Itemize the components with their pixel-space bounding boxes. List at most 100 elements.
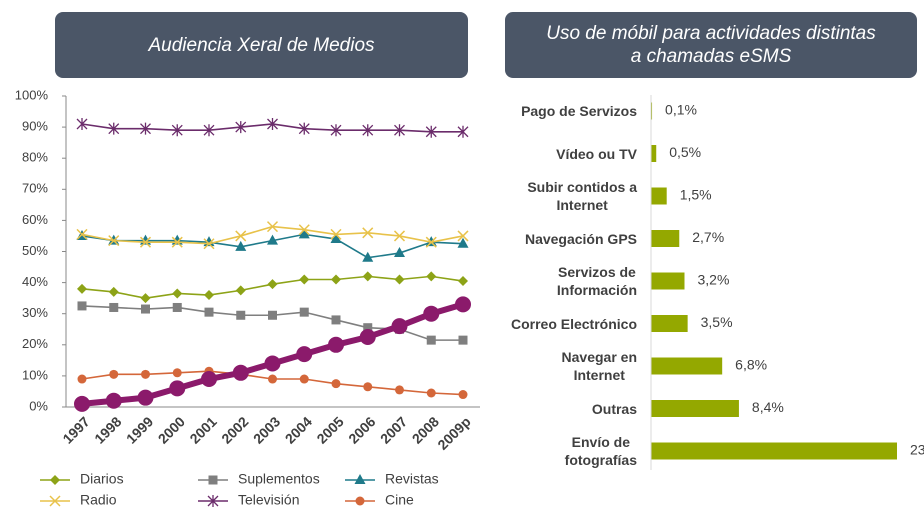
marker <box>299 307 309 317</box>
marker <box>171 124 183 137</box>
value-label: 0,1% <box>665 102 697 118</box>
marker <box>354 474 366 484</box>
marker <box>77 374 87 384</box>
marker <box>105 392 122 409</box>
bar <box>651 187 667 205</box>
marker <box>393 230 406 242</box>
y-tick-label: 90% <box>22 119 48 134</box>
marker <box>108 122 120 135</box>
y-tick-label: 0% <box>29 398 48 413</box>
category-label: Vídeo ou TV <box>556 145 637 162</box>
x-tick-label: 2006 <box>345 413 378 446</box>
y-tick-label: 80% <box>22 150 48 165</box>
marker <box>140 293 151 304</box>
marker <box>458 335 468 345</box>
marker <box>141 369 150 379</box>
marker <box>362 251 374 262</box>
marker <box>331 379 341 389</box>
marker <box>394 124 405 137</box>
marker <box>455 296 471 313</box>
marker <box>331 274 341 285</box>
marker <box>139 236 152 248</box>
marker <box>203 238 215 250</box>
marker <box>108 286 119 297</box>
marker <box>141 304 150 314</box>
marker <box>235 240 247 251</box>
category-label: Outras <box>591 400 637 417</box>
x-tick-label: 1998 <box>91 413 124 446</box>
y-tick-label: 100% <box>15 87 49 102</box>
marker <box>266 221 279 233</box>
marker <box>235 121 247 134</box>
x-tick-label: 1997 <box>59 413 92 446</box>
marker <box>394 247 405 258</box>
marker <box>362 124 374 137</box>
x-tick-label: 2003 <box>250 413 283 446</box>
x-tick-label: 2005 <box>313 413 346 446</box>
y-tick-label: 70% <box>22 181 48 196</box>
bar <box>651 272 685 290</box>
marker <box>268 310 277 320</box>
value-label: 1,5% <box>680 187 712 203</box>
category-label: Subir contidos a Internet <box>527 179 637 213</box>
marker <box>362 271 373 282</box>
marker <box>235 285 246 296</box>
marker <box>172 288 183 299</box>
marker <box>264 355 281 372</box>
value-label: 3,5% <box>701 314 733 330</box>
marker <box>172 302 182 312</box>
legend-label: Suplementos <box>238 471 320 487</box>
x-tick-label: 2000 <box>155 413 188 446</box>
marker <box>49 495 61 507</box>
value-label: 6,8% <box>735 357 767 373</box>
marker <box>296 346 313 363</box>
bar <box>651 145 657 162</box>
x-tick-label: 2009p <box>434 413 473 452</box>
category-label: Pago de Servizos <box>521 103 637 119</box>
bar <box>651 400 739 417</box>
bar <box>651 315 688 332</box>
marker <box>458 390 468 400</box>
marker <box>298 122 310 135</box>
bar <box>651 230 680 247</box>
marker <box>359 329 376 346</box>
y-tick-label: 40% <box>22 274 48 289</box>
y-tick-label: 20% <box>22 336 48 351</box>
marker <box>423 305 440 322</box>
marker <box>137 389 154 406</box>
bar <box>651 442 897 460</box>
marker <box>109 302 119 312</box>
marker <box>232 364 249 381</box>
marker <box>267 117 278 130</box>
value-label: 0,5% <box>669 144 701 160</box>
marker <box>426 335 436 345</box>
marker <box>458 276 468 287</box>
marker <box>363 323 373 333</box>
marker <box>395 385 404 395</box>
marker <box>426 388 436 398</box>
marker <box>331 315 341 325</box>
marker <box>108 235 120 247</box>
marker <box>235 230 247 242</box>
marker <box>201 371 217 388</box>
marker <box>204 307 214 317</box>
marker <box>76 117 88 130</box>
legend-label: Diarios <box>80 471 124 487</box>
value-label: 8,4% <box>752 399 784 415</box>
marker <box>330 124 342 137</box>
marker <box>457 125 469 138</box>
y-tick-label: 60% <box>22 212 48 227</box>
marker <box>425 125 437 138</box>
marker <box>208 475 218 485</box>
marker <box>203 124 215 137</box>
marker <box>267 234 278 245</box>
marker <box>109 369 119 379</box>
chart-title: Uso de móbil para actividades distintas … <box>505 12 917 78</box>
value-label: 3,2% <box>697 272 729 288</box>
marker <box>140 122 151 135</box>
marker <box>457 230 469 242</box>
marker <box>207 495 219 507</box>
marker <box>299 274 310 285</box>
category-label: Navegar en Internet <box>561 349 637 383</box>
